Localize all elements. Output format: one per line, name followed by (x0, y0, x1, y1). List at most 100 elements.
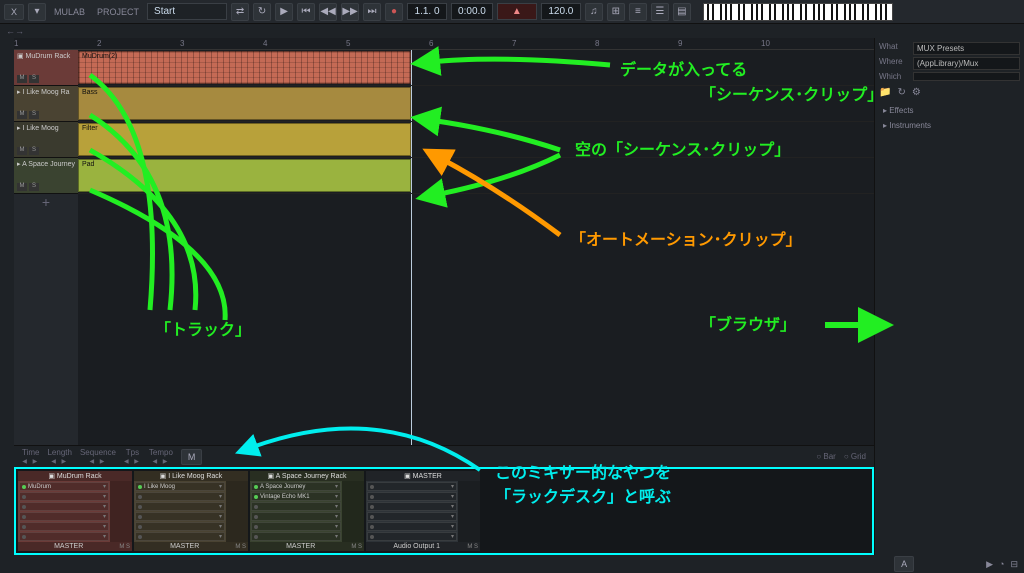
rack-slot[interactable]: ▾ (367, 532, 457, 541)
rack-slot[interactable]: A Space Journey▾ (251, 482, 341, 491)
track-header[interactable]: ▸ A Space Journey RMS (14, 158, 78, 194)
rack-slot[interactable]: ▾ (251, 522, 341, 531)
info-field[interactable]: Time◀ ▶ (22, 448, 39, 465)
track-lane[interactable]: Pad (78, 158, 874, 194)
add-track-button[interactable]: + (14, 194, 78, 212)
rack-slot[interactable]: MuDrum▾ (19, 482, 109, 491)
info-field[interactable]: Tempo◀ ▶ (149, 448, 173, 465)
track-lane[interactable]: MuDrum(2) (78, 50, 874, 86)
a-button[interactable]: A (894, 556, 914, 572)
tool2-icon[interactable]: ≡ (629, 3, 647, 21)
track-lanes[interactable]: MuDrum(2)BassFilterPad (78, 50, 874, 445)
rack-slot[interactable]: ▾ (19, 532, 109, 541)
project-title[interactable]: Start (147, 3, 227, 20)
folder-icon[interactable]: 📁 (879, 87, 891, 98)
track-ms[interactable]: MS (17, 183, 75, 191)
play-icon[interactable]: ▶ (275, 3, 293, 21)
rack[interactable]: ▣ MASTER▾▾▾▾▾▾Audio Output 1M S (366, 471, 480, 551)
info-bar[interactable]: ○ Bar (816, 452, 836, 461)
play-small-icon[interactable]: ▶ (986, 559, 993, 570)
tracks-area: ▣ MuDrum RackMS▸ I Like Moog RaMS▸ I Lik… (14, 50, 874, 445)
record-icon[interactable]: ● (385, 3, 403, 21)
rack-slot[interactable]: ▾ (251, 502, 341, 511)
rack[interactable]: ▣ I Like Moog RackI Like Moog▾▾▾▾▾▾MASTE… (134, 471, 248, 551)
rack-meter[interactable] (226, 481, 248, 542)
rack-slot[interactable]: ▾ (367, 512, 457, 521)
prev-icon[interactable]: ◀◀ (319, 3, 337, 21)
rack-slot[interactable]: ▾ (135, 532, 225, 541)
track-ms[interactable]: MS (17, 75, 75, 83)
rewind-icon[interactable]: ⏮ (297, 3, 315, 21)
more-icon[interactable]: ⊟ (1010, 559, 1018, 570)
loop-small-icon[interactable]: ◔ (999, 559, 1004, 569)
tempo-display[interactable]: 120.0 (541, 3, 581, 20)
rack-output[interactable]: MASTER (136, 543, 233, 550)
rack-output[interactable]: MASTER (20, 543, 117, 550)
browser-toolbar: 📁 ↻ ⚙ (879, 83, 1020, 102)
track-ms[interactable]: MS (17, 147, 75, 155)
rack[interactable]: ▣ MuDrum RackMuDrum▾▾▾▾▾▾MASTERM S (18, 471, 132, 551)
rack-slot[interactable]: I Like Moog▾ (135, 482, 225, 491)
browser-item[interactable]: ▸ Instruments (879, 119, 1020, 132)
rack-slot[interactable]: ▾ (19, 512, 109, 521)
rack-slot[interactable]: ▾ (367, 522, 457, 531)
next-icon[interactable]: ▶▶ (341, 3, 359, 21)
rack-slot[interactable]: ▾ (367, 502, 457, 511)
mulab-label: MULAB (50, 7, 89, 17)
loop-icon[interactable]: ↻ (253, 3, 271, 21)
rack-slot[interactable]: ▾ (367, 492, 457, 501)
rack-slot[interactable]: ▾ (251, 512, 341, 521)
metronome-icon[interactable]: ♫ (585, 3, 603, 21)
rack-meter[interactable] (342, 481, 364, 542)
tool4-icon[interactable]: ▤ (673, 3, 691, 21)
track-header[interactable]: ▸ I Like Moog RaMS (14, 86, 78, 122)
gear-icon[interactable]: ⚙ (912, 87, 921, 98)
end-icon[interactable]: ⏭ (363, 3, 381, 21)
rack-meter[interactable] (110, 481, 132, 542)
clip[interactable]: Filter (78, 123, 411, 156)
rec-indicator[interactable]: ▲ (497, 3, 537, 20)
rack-meter[interactable] (458, 481, 480, 542)
rack-slot[interactable]: Vintage Echo MK1▾ (251, 492, 341, 501)
ruler-mark: 8 (595, 39, 599, 48)
shuffle-icon[interactable]: ⇄ (231, 3, 249, 21)
rack-slot[interactable]: ▾ (135, 522, 225, 531)
info-field[interactable]: Length◀ ▶ (47, 448, 71, 465)
ruler-mark: 9 (678, 39, 682, 48)
clip[interactable]: MuDrum(2) (78, 51, 411, 84)
time-display[interactable]: 0:00.0 (451, 3, 493, 20)
rack-slot[interactable]: ▾ (19, 522, 109, 531)
tool3-icon[interactable]: ☰ (651, 3, 669, 21)
info-field[interactable]: Tps◀ ▶ (124, 448, 141, 465)
track-ms[interactable]: MS (17, 111, 75, 119)
m-button[interactable]: M (181, 449, 203, 465)
refresh-icon[interactable]: ↻ (897, 87, 905, 98)
info-field[interactable]: Sequence◀ ▶ (80, 448, 116, 465)
clip[interactable]: Pad (78, 159, 411, 192)
rack[interactable]: ▣ A Space Journey RackA Space Journey▾Vi… (250, 471, 364, 551)
info-grid[interactable]: ○ Grid (844, 452, 866, 461)
browser-item[interactable]: ▸ Effects (879, 104, 1020, 117)
rack-slot[interactable]: ▾ (135, 492, 225, 501)
rack-slot[interactable]: ▾ (19, 492, 109, 501)
timeline-ruler[interactable]: 12345678910 (14, 38, 874, 50)
rack-footer: MASTERM S (250, 542, 364, 551)
tool1-icon[interactable]: ⊞ (607, 3, 625, 21)
track-header[interactable]: ▸ I Like MoogMS (14, 122, 78, 158)
position-display[interactable]: 1.1. 0 (407, 3, 447, 20)
piano-widget[interactable] (703, 3, 893, 21)
nav-back-icon[interactable]: ←→ (6, 26, 24, 36)
rack-slot[interactable]: ▾ (251, 532, 341, 541)
rack-slot[interactable]: ▾ (135, 512, 225, 521)
close-button[interactable]: X (4, 4, 24, 20)
rack-slot[interactable]: ▾ (135, 502, 225, 511)
rack-slot[interactable]: ▾ (19, 502, 109, 511)
rack-slot[interactable]: ▾ (367, 482, 457, 491)
clip[interactable]: Bass (78, 87, 411, 120)
track-header[interactable]: ▣ MuDrum RackMS (14, 50, 78, 86)
track-lane[interactable]: Bass (78, 86, 874, 122)
rack-output[interactable]: Audio Output 1 (368, 543, 465, 550)
track-lane[interactable]: Filter (78, 122, 874, 158)
menu-icon[interactable]: ▾ (28, 3, 46, 21)
rack-output[interactable]: MASTER (252, 543, 349, 550)
